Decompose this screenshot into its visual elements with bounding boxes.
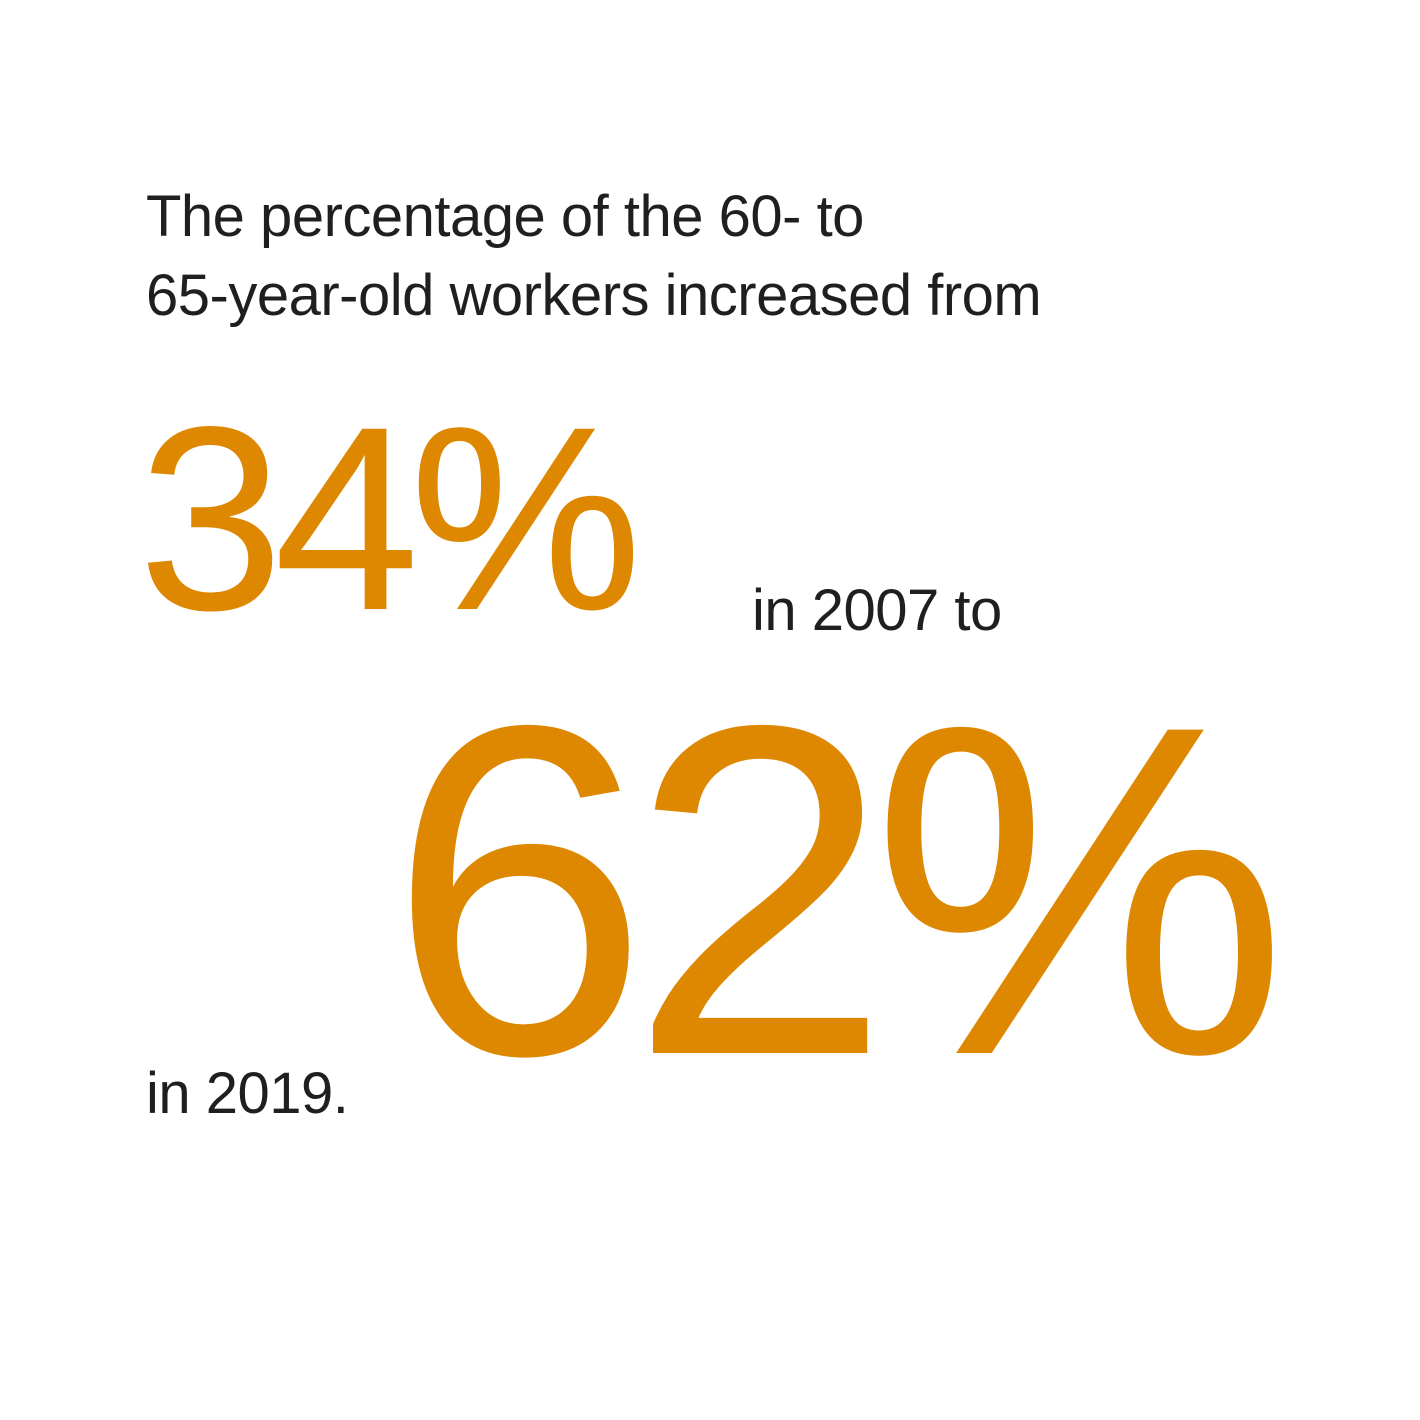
intro-text-line-1: The percentage of the 60- to (146, 184, 864, 249)
start-percentage: 34% (138, 372, 642, 665)
connector-text: in 2007 to (752, 578, 1002, 643)
end-percentage: 62% (388, 628, 1289, 1153)
closing-text: in 2019. (146, 1061, 349, 1126)
intro-text-line-2: 65-year-old workers increased from (146, 263, 1042, 328)
